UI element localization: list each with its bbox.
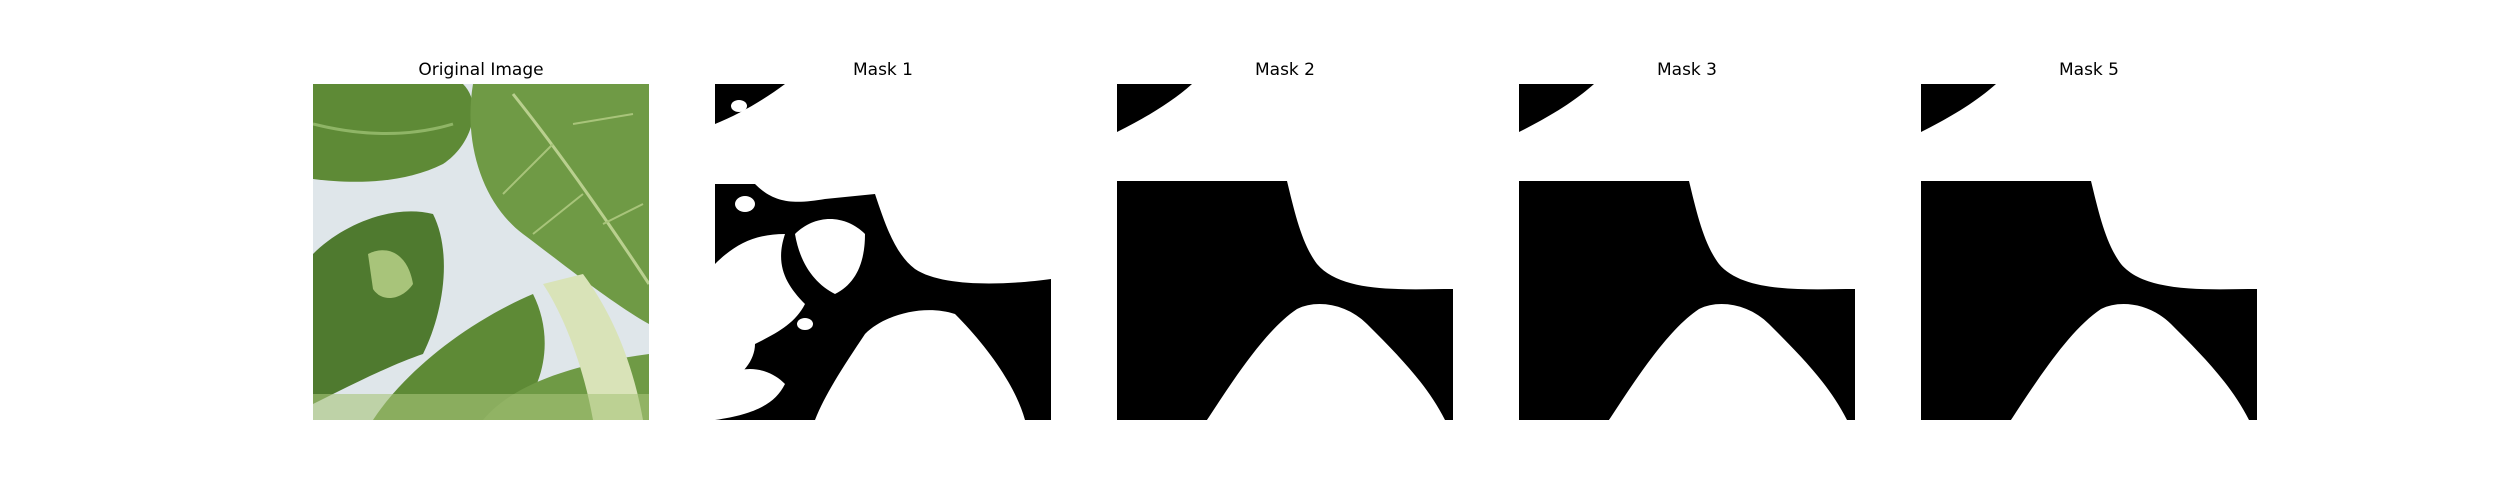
mask-5-region-top-left	[1921, 84, 1996, 132]
mask-2-panel	[1117, 84, 1453, 420]
mask-1-speck	[731, 100, 747, 112]
mask-3-speck	[1757, 370, 1777, 398]
mask-1-panel	[715, 84, 1051, 420]
mask-3-hole-bottom	[1609, 381, 1799, 420]
mask-5-region-main	[1921, 181, 2257, 420]
mask-2-region-main	[1117, 181, 1453, 420]
photo-leaf-bottom-center	[373, 294, 545, 420]
mask-2-region-top-left	[1117, 84, 1192, 132]
mask-3-region-main	[1519, 181, 1855, 420]
photo-leaf-damage	[368, 250, 413, 299]
mask-1-region-top-left	[715, 84, 785, 124]
segmentation-mask-icon	[715, 84, 1051, 420]
panel-title-mask-5: Mask 5	[2058, 60, 2119, 80]
mask-2-speck	[1355, 370, 1375, 398]
original-image-panel	[313, 84, 649, 420]
panel-title-mask-2: Mask 2	[1254, 60, 1315, 80]
panel-title-mask-3: Mask 3	[1656, 60, 1717, 80]
photo-leaf-right	[470, 84, 649, 324]
mask-5-panel	[1921, 84, 2257, 420]
mask-3-region-top-left	[1519, 84, 1594, 132]
photo-leaf-vein	[313, 122, 454, 135]
panel-title-mask-1: Mask 1	[852, 60, 913, 80]
photo-stem	[543, 274, 643, 420]
segmentation-mask-icon	[1519, 84, 1855, 420]
mask-1-hole-2	[715, 369, 785, 420]
mask-5-hole-bottom	[2011, 381, 2201, 420]
mask-3-panel	[1519, 84, 1855, 420]
mask-1-hole-1	[795, 219, 865, 294]
segmentation-mask-icon	[1921, 84, 2257, 420]
mask-2-hole-bottom	[1207, 381, 1397, 420]
mask-1-speck-2	[735, 196, 755, 212]
panel-title-original-image: Original Image	[418, 60, 544, 80]
mask-1-speck-3	[797, 318, 813, 330]
segmentation-mask-icon	[1117, 84, 1453, 420]
photo-ground-strip	[313, 394, 649, 420]
photo-leaf-right-vein	[511, 93, 649, 285]
leaf-photo-icon	[313, 84, 649, 420]
photo-leaf-right-minor-veins	[502, 113, 644, 235]
photo-leaf-middle-left	[313, 211, 444, 404]
mask-1-hole-3	[865, 312, 979, 420]
mask-5-speck	[2159, 370, 2179, 398]
